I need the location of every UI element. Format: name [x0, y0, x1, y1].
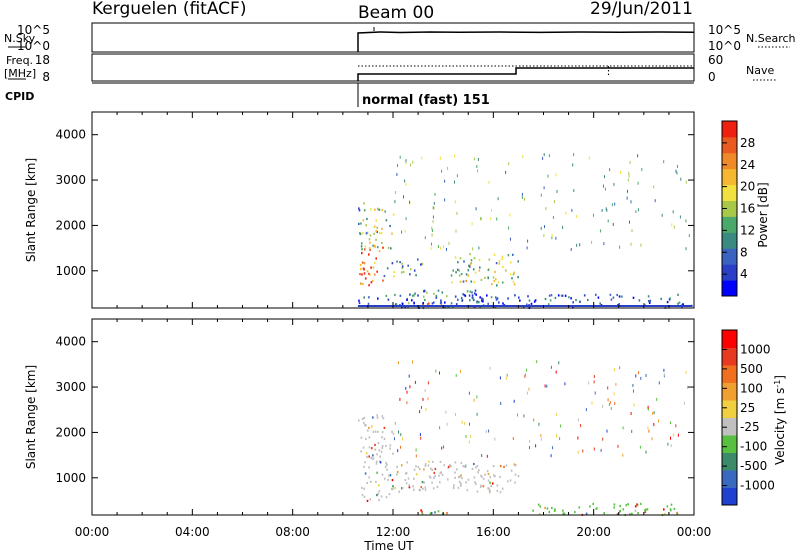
- colorbar-tick-label: 28: [740, 136, 755, 150]
- nsearch-tick-bottom: 10^0: [708, 39, 741, 53]
- colorbar-tick-label: 20: [740, 180, 755, 194]
- colorbar-swatch: [722, 136, 737, 154]
- colorbar-tick-label: 25: [740, 401, 755, 415]
- nsearch-tick-top: 10^5: [708, 23, 741, 37]
- colorbar-swatch: [722, 470, 737, 488]
- y-tick-label: 3000: [55, 173, 86, 187]
- colorbar-swatch: [722, 347, 737, 366]
- power-colorbar-label: Power [dB]: [756, 182, 770, 247]
- svg-text:⋮: ⋮: [603, 64, 614, 77]
- colorbar-tick-label: 16: [740, 202, 755, 216]
- velocity-y-ticks: 1000 2000 3000 4000: [55, 319, 695, 515]
- nave-tick-bottom: 0: [708, 70, 716, 84]
- colorbar-tick-label: -100: [740, 440, 767, 454]
- colorbar-tick-label: 24: [740, 158, 755, 172]
- colorbar-swatch: [722, 152, 737, 170]
- colorbar-tick-label: -500: [740, 459, 767, 473]
- colorbar-tick-label: 100: [740, 381, 763, 395]
- y-tick-label: 4000: [55, 335, 86, 349]
- station-title: Kerguelen (fitACF): [92, 0, 246, 19]
- colorbar-swatch: [722, 435, 737, 453]
- colorbar-tick-label: 500: [740, 362, 763, 376]
- velocity-colorbar: 1000 500 100 25 -25 -100 -500 -1000 Velocity [m…: [721, 329, 787, 506]
- colorbar-swatch: [722, 168, 737, 186]
- colorbar-tick-label: 4: [740, 267, 748, 281]
- velocity-x-ticks: 00:00 04:00 08:00 12:00 16:00 20:00 00:00: [75, 525, 712, 539]
- x-tick-label: 08:00: [275, 525, 310, 539]
- y-tick-label: 2000: [55, 425, 86, 439]
- cpid-mode: normal (fast) 151: [362, 93, 490, 108]
- nave-tick-top: 60: [708, 53, 723, 67]
- x-tick-label: 16:00: [476, 525, 511, 539]
- freq-tick-top: 18: [35, 53, 50, 67]
- cpid-label: CPID: [5, 90, 34, 103]
- freq-panel: Freq. [MHz] 18 8 60 0 Nave ⋮: [4, 53, 776, 84]
- nsky-label: N.Sky: [4, 32, 36, 45]
- colorbar-tick-label: 12: [740, 223, 755, 237]
- y-tick-label: 1000: [55, 471, 86, 485]
- x-tick-label: 04:00: [175, 525, 210, 539]
- velocity-data-cells: [358, 360, 689, 517]
- nsky-tick-top: 10^5: [17, 23, 50, 37]
- velocity-colorbar-label: Velocity [m s-1]: [773, 375, 787, 465]
- colorbar-tick-label: 8: [740, 245, 748, 259]
- colorbar-swatch: [722, 200, 737, 217]
- colorbar-swatch: [722, 184, 737, 201]
- colorbar-swatch: [722, 121, 737, 138]
- colorbar-swatch: [722, 280, 737, 297]
- colorbar-swatch: [722, 330, 737, 348]
- colorbar-swatch: [722, 487, 737, 506]
- x-tick-label: 00:00: [75, 525, 110, 539]
- power-ylabel: Slant Range [km]: [24, 158, 38, 262]
- power-panel: 1000 2000 3000 4000 Slant Range [km]: [24, 111, 695, 310]
- colorbar-swatch: [722, 248, 737, 265]
- colorbar-tick-label: -1000: [740, 479, 775, 493]
- colorbar-swatch: [722, 264, 737, 281]
- power-data-cells: [357, 153, 693, 310]
- colorbar-swatch: [722, 216, 737, 233]
- y-tick-label: 2000: [55, 218, 86, 232]
- nsearch-label: N.Search: [746, 32, 796, 45]
- date-title: 29/Jun/2011: [590, 0, 693, 19]
- freq-tick-bottom: 8: [42, 70, 50, 84]
- freq-label: Freq.: [6, 54, 33, 67]
- nsky-panel: N.Sky 10^5 10^0 10^5 10^0 N.Search: [4, 22, 796, 53]
- x-tick-label: 20:00: [576, 525, 611, 539]
- y-tick-label: 1000: [55, 264, 86, 278]
- colorbar-swatch: [722, 417, 737, 436]
- velocity-ylabel: Slant Range [km]: [24, 365, 38, 469]
- colorbar-tick-label: 1000: [740, 342, 771, 356]
- colorbar-tick-label: -25: [740, 420, 760, 434]
- x-tick-label: 00:00: [677, 525, 712, 539]
- colorbar-swatch: [722, 365, 737, 383]
- colorbar-swatch: [722, 452, 737, 471]
- y-tick-label: 4000: [55, 128, 86, 142]
- colorbar-swatch: [722, 382, 737, 401]
- beam-title: Beam 00: [358, 3, 434, 23]
- nsky-tick-bottom: 10^0: [17, 39, 50, 53]
- x-axis-label: Time UT: [363, 539, 414, 553]
- y-tick-label: 3000: [55, 380, 86, 394]
- colorbar-swatch: [722, 232, 737, 249]
- x-tick-label: 12:00: [376, 525, 411, 539]
- freq-unit: [MHz]: [4, 67, 36, 80]
- power-colorbar: 4 8 12 16 20 24 28 Power [dB]: [721, 120, 770, 297]
- power-y-ticks: 1000 2000 3000 4000: [55, 112, 695, 308]
- cpid-row: CPID normal (fast) 151: [5, 82, 694, 108]
- colorbar-swatch: [722, 400, 737, 418]
- nave-label: Nave: [746, 64, 774, 77]
